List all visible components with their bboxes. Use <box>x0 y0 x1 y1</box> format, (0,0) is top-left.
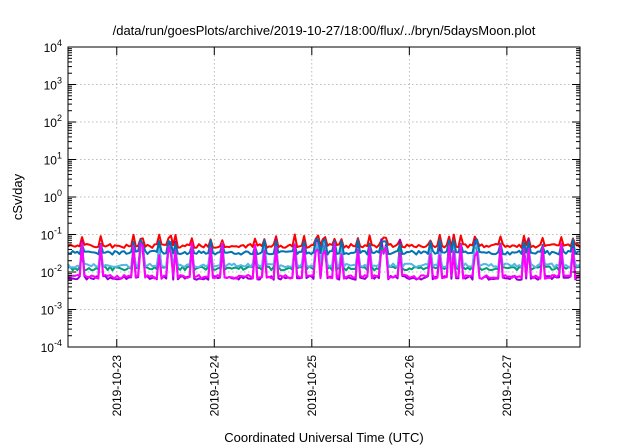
y-axis-label: cSv/day <box>10 173 25 220</box>
y-tick-label: 101 <box>44 151 62 168</box>
x-tick-label: 2019-10-27 <box>500 355 514 417</box>
y-tick-label: 104 <box>44 38 62 55</box>
y-tick-label: 10-3 <box>41 301 62 318</box>
x-tick-label: 2019-10-26 <box>402 355 416 417</box>
y-tick-label: 102 <box>44 113 62 130</box>
y-tick-label: 10-2 <box>41 263 62 280</box>
x-tick-label: 2019-10-23 <box>110 355 124 417</box>
series-line-5 <box>67 238 581 256</box>
series-line-6 <box>67 241 581 280</box>
series-line-4 <box>67 242 581 269</box>
y-tick-label: 100 <box>44 188 62 205</box>
x-axis-label: Coordinated Universal Time (UTC) <box>224 430 423 445</box>
series-line-3 <box>67 243 581 272</box>
x-tick-layer: 2019-10-23 2019-10-24 2019-10-25 2019-10-26… <box>110 47 514 416</box>
grid-layer <box>68 47 580 347</box>
series-layer <box>67 233 581 281</box>
y-tick-label: 103 <box>44 76 62 93</box>
y-tick-label: 10-1 <box>41 226 62 243</box>
y-tick-label: 10-4 <box>41 338 62 355</box>
y-tick-layer: 104 103 102 101 100 10-1 10-2 10-3 10-4 <box>41 38 580 355</box>
x-tick-label: 2019-10-25 <box>305 355 319 417</box>
x-tick-label: 2019-10-24 <box>207 355 221 417</box>
chart-title: /data/run/goesPlots/archive/2019-10-27/1… <box>113 23 536 38</box>
series-line-1 <box>67 233 581 249</box>
